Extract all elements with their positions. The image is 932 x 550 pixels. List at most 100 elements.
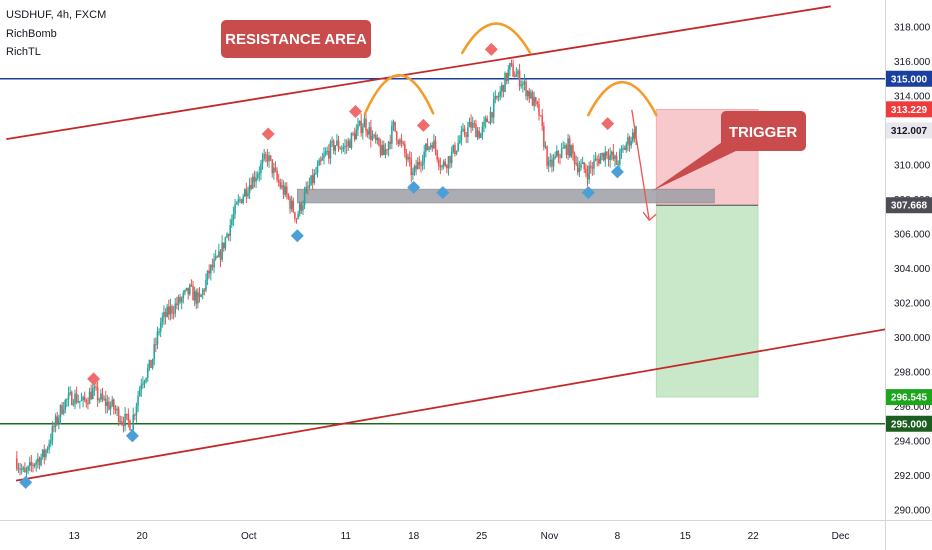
- candle-body: [316, 165, 319, 174]
- trigger-pointer: [652, 140, 738, 191]
- candle-body: [526, 91, 529, 97]
- y-tick-label: 302.000: [894, 299, 931, 310]
- candle-body: [20, 469, 23, 471]
- candle-body: [277, 179, 280, 183]
- candle-body: [271, 159, 274, 174]
- candle-body: [193, 291, 196, 301]
- candle-body: [405, 153, 408, 160]
- pivot-markers: [19, 42, 624, 489]
- candle-body: [355, 130, 358, 140]
- resistance-area-annotation: RESISTANCE AREA: [221, 20, 371, 58]
- legend: USDHUF, 4h, FXCM RichBomb RichTL: [6, 9, 106, 58]
- candle-body: [150, 360, 152, 368]
- candle-body: [551, 159, 553, 167]
- candle-body: [146, 367, 149, 378]
- candle-body: [216, 256, 219, 258]
- price-tag-label: 313.229: [891, 105, 928, 116]
- candle-body: [413, 165, 416, 173]
- candle-body: [345, 145, 348, 147]
- candle-body: [297, 214, 299, 219]
- candle-body: [614, 155, 616, 160]
- candle-body: [619, 151, 621, 165]
- candle-body: [554, 156, 556, 159]
- candle-body: [187, 287, 189, 295]
- candle-body: [513, 76, 516, 78]
- candle-body: [33, 464, 36, 466]
- y-tick-label: 304.000: [894, 264, 931, 275]
- candle-body: [515, 74, 518, 77]
- candle-body: [279, 182, 282, 188]
- trough-marker: [407, 180, 421, 194]
- y-tick-label: 316.000: [894, 57, 931, 68]
- candle-body: [604, 151, 607, 161]
- candle-body: [234, 204, 236, 215]
- candle-body: [339, 148, 341, 150]
- candle-body: [528, 91, 531, 99]
- candle-body: [488, 122, 490, 124]
- candle-body: [51, 426, 54, 441]
- price-tag-label: 315.000: [891, 74, 928, 85]
- trigger-box: [721, 111, 806, 151]
- candle-body: [180, 298, 183, 303]
- candle-body: [412, 172, 414, 176]
- resistance-area-label: RESISTANCE AREA: [225, 31, 367, 48]
- x-tick-label: 18: [408, 531, 420, 542]
- candle-body: [171, 306, 173, 314]
- candle-body: [245, 189, 248, 197]
- candle-body: [539, 115, 542, 117]
- candle-body: [567, 138, 569, 155]
- x-axis[interactable]: 13 20 Oct 11 18 25 Nov 8 15 22 Dec: [0, 520, 932, 543]
- candle-body: [475, 124, 477, 138]
- trend-line-lower: [15, 320, 932, 482]
- x-tick-label: 20: [137, 531, 149, 542]
- horizontal-levels: [0, 77, 885, 425]
- candle-body: [250, 184, 253, 189]
- candle-body: [132, 414, 135, 430]
- candle-body: [607, 155, 610, 161]
- candle-body: [463, 128, 466, 136]
- candle-body: [79, 400, 81, 402]
- candle-body: [192, 285, 194, 301]
- candle-body: [606, 151, 608, 156]
- peak-marker: [484, 42, 498, 56]
- candle-body: [389, 141, 392, 144]
- price-tag-bg: [886, 101, 932, 118]
- candle-body: [361, 127, 364, 134]
- candle-body: [211, 264, 214, 268]
- candle-body: [90, 391, 92, 400]
- price-tag-label: 295.000: [891, 419, 928, 430]
- candle-body: [517, 70, 519, 75]
- candle-body: [200, 294, 202, 297]
- candle-body: [497, 96, 500, 98]
- candle-body: [336, 140, 338, 146]
- candle-body: [421, 162, 424, 166]
- candle-body: [213, 259, 215, 268]
- candle-body: [219, 251, 222, 260]
- x-tick-label: 8: [615, 531, 621, 542]
- candle-body: [358, 120, 361, 125]
- candle-body: [509, 62, 511, 70]
- candle-body: [562, 147, 565, 149]
- candle-body: [360, 120, 362, 134]
- candle-body: [229, 225, 232, 236]
- candle-body: [59, 405, 62, 418]
- candle-body: [384, 149, 387, 155]
- candle-body: [70, 392, 73, 405]
- consolidation-box: [296, 188, 715, 204]
- candle-body: [365, 118, 367, 132]
- candle-body: [575, 163, 577, 165]
- candle-body: [617, 164, 620, 166]
- candle-body: [332, 140, 335, 151]
- y-axis[interactable]: 290.000 292.000 294.000 296.000 298.000 300.0…: [885, 0, 932, 550]
- candle-body: [546, 146, 548, 166]
- candle-body: [289, 198, 291, 209]
- candle-body: [538, 104, 540, 116]
- candle-body: [518, 70, 521, 86]
- y-tick-label: 290.000: [894, 506, 931, 517]
- peak-marker: [349, 105, 362, 119]
- candle-body: [415, 165, 417, 170]
- candle-body: [520, 85, 523, 87]
- candle-body: [159, 322, 162, 332]
- candle-body: [581, 162, 584, 165]
